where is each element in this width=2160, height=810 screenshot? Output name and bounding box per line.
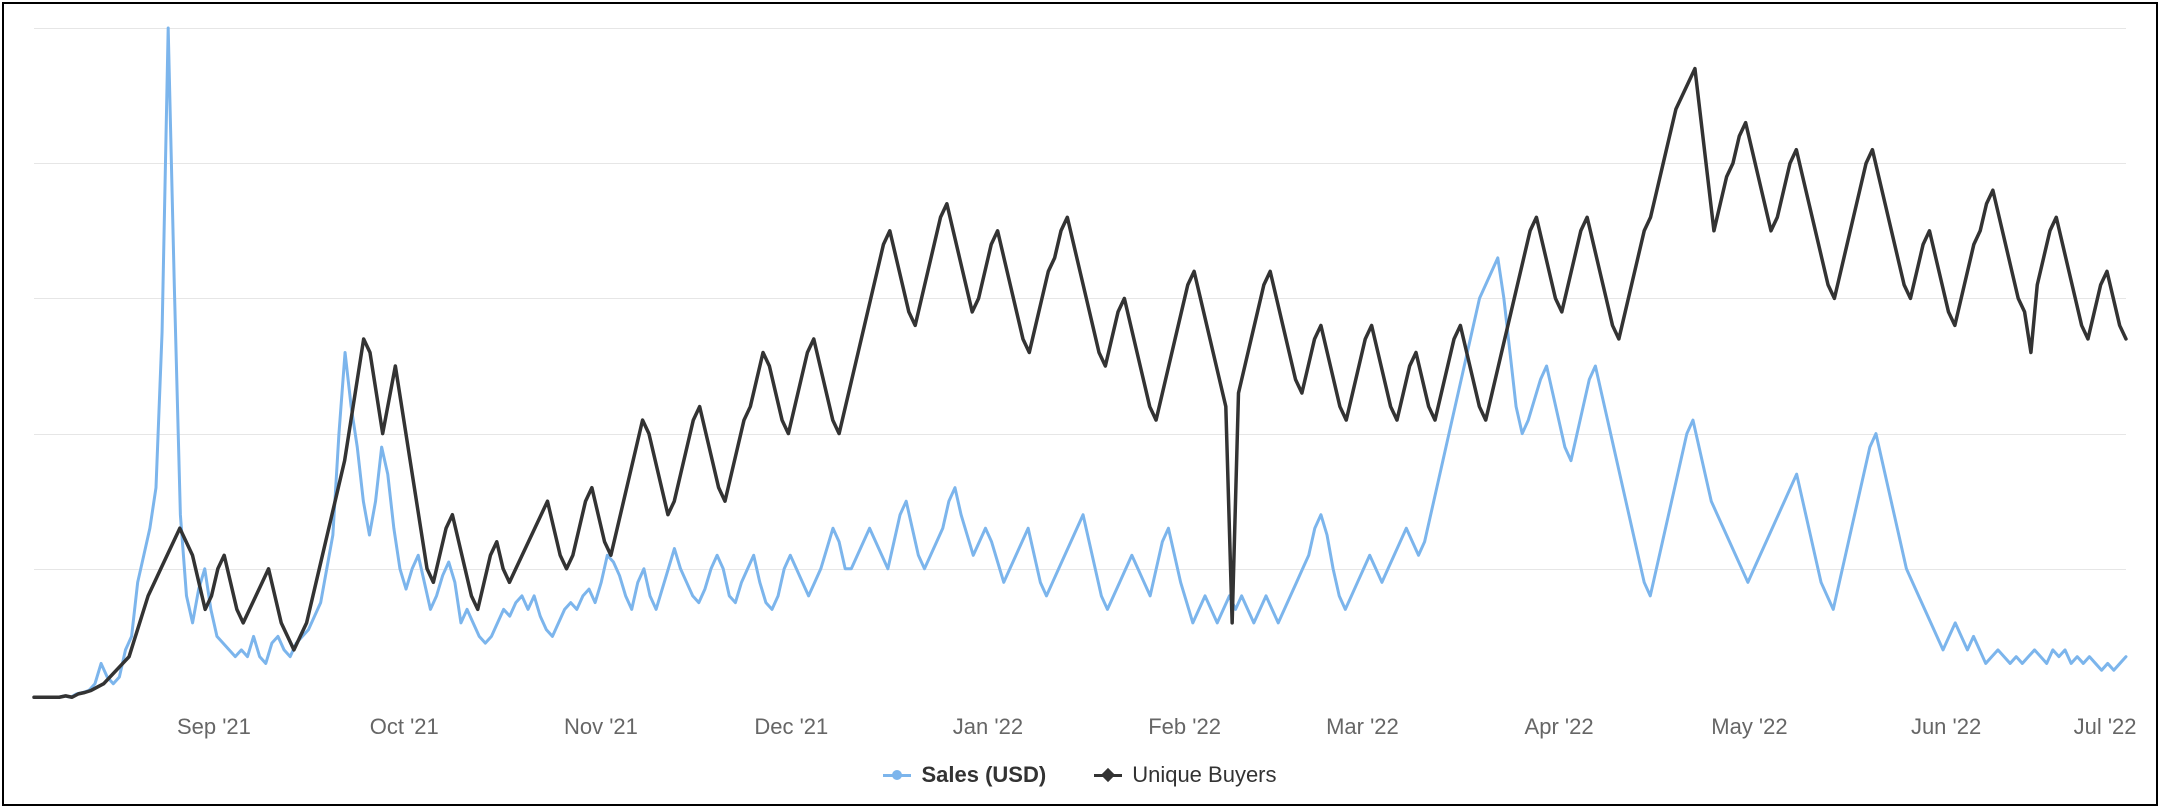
x-axis-tick-label: Dec '21 — [754, 714, 828, 740]
legend-label: Sales (USD) — [921, 762, 1046, 788]
legend-item-sales[interactable]: Sales (USD) — [883, 762, 1046, 788]
x-axis-tick-label: Jul '22 — [2074, 714, 2137, 740]
line-series-svg — [34, 28, 2126, 704]
chart-frame: Sep '21 Oct '21 Nov '21 Dec '21 Jan '22 Feb '… — [2, 2, 2158, 806]
plot-area — [34, 28, 2126, 704]
legend-swatch-line — [883, 774, 911, 777]
x-axis-tick-label: Mar '22 — [1326, 714, 1399, 740]
x-axis-tick-label: Jun '22 — [1911, 714, 1981, 740]
legend: Sales (USD) Unique Buyers — [4, 758, 2156, 792]
series-line — [34, 28, 2126, 697]
x-axis-labels: Sep '21 Oct '21 Nov '21 Dec '21 Jan '22 Feb '… — [34, 714, 2126, 744]
x-axis-tick-label: Apr '22 — [1525, 714, 1594, 740]
legend-swatch-dot — [1101, 768, 1115, 782]
x-axis-tick-label: May '22 — [1711, 714, 1787, 740]
x-axis-tick-label: Jan '22 — [953, 714, 1023, 740]
legend-label: Unique Buyers — [1132, 762, 1276, 788]
legend-swatch-dot — [892, 770, 902, 780]
x-axis-tick-label: Nov '21 — [564, 714, 638, 740]
legend-swatch-line — [1094, 774, 1122, 777]
legend-item-buyers[interactable]: Unique Buyers — [1094, 762, 1276, 788]
x-axis-tick-label: Sep '21 — [177, 714, 251, 740]
x-axis-tick-label: Feb '22 — [1148, 714, 1221, 740]
x-axis-tick-label: Oct '21 — [370, 714, 439, 740]
